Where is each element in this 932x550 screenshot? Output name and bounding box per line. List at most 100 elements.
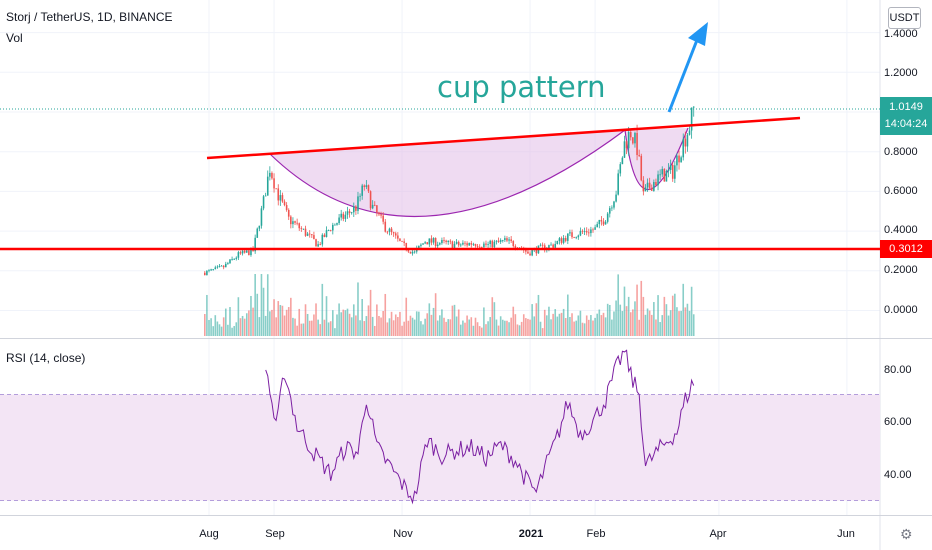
candle-body	[212, 269, 214, 270]
volume-bar	[224, 308, 227, 336]
candle-body	[399, 238, 401, 241]
candle-body	[292, 221, 294, 225]
gear-icon[interactable]: ⚙	[900, 526, 913, 542]
volume-bar	[292, 317, 294, 336]
candle-body	[281, 195, 284, 202]
candle-body	[455, 241, 458, 244]
chart-title: Storj / TetherUS, 1D, BINANCE	[6, 10, 173, 24]
volume-bar	[409, 315, 412, 336]
volume-bar	[371, 316, 374, 336]
candle-body	[464, 242, 466, 244]
volume-bar	[447, 319, 450, 336]
candle-body	[552, 244, 554, 248]
volume-bar	[462, 320, 464, 336]
volume-bar	[648, 310, 651, 336]
volume-bar	[590, 315, 592, 336]
candle-body	[485, 243, 487, 245]
resistance-trendline	[206, 116, 801, 160]
volume-bar	[380, 317, 382, 336]
candle-body	[388, 228, 391, 232]
candle-body	[371, 204, 374, 209]
volume-bar	[210, 318, 212, 336]
volume-bar	[298, 308, 301, 336]
candle-body	[556, 241, 559, 244]
volume-bar	[562, 308, 565, 336]
volume-bar	[313, 314, 315, 336]
candle-body	[206, 271, 208, 276]
volume-bar	[623, 286, 626, 336]
candle-body	[602, 221, 605, 225]
volume-bar	[436, 320, 439, 336]
volume-bar	[348, 313, 351, 336]
candle-body	[296, 222, 298, 224]
candle-body	[634, 132, 636, 144]
candle-body	[460, 244, 462, 246]
volume-bar	[573, 321, 575, 336]
volume-bar	[531, 304, 533, 336]
candle-body	[342, 213, 345, 219]
volume-bar	[237, 297, 240, 336]
candle-body	[474, 243, 477, 247]
volume-bar	[543, 309, 546, 336]
candle-body	[562, 238, 565, 243]
y-tick-label: 0.4000	[884, 224, 918, 236]
currency-button[interactable]: USDT	[888, 7, 921, 29]
volume-bar	[386, 322, 389, 336]
candle-body	[497, 240, 500, 242]
candle-body	[378, 212, 380, 215]
volume-bar	[445, 321, 447, 336]
rsi-line	[265, 349, 695, 505]
volume-bar	[692, 314, 695, 336]
candle-body	[443, 240, 445, 241]
candle-body	[453, 243, 456, 248]
volume-bar	[449, 319, 452, 336]
candle-body	[401, 240, 403, 242]
volume-bar	[533, 316, 536, 336]
volume-bar	[474, 317, 477, 336]
candle-body	[332, 224, 334, 231]
volume-bar	[552, 313, 554, 336]
volume-bar	[361, 298, 363, 336]
volume-bar	[424, 318, 426, 336]
candle-body	[428, 238, 431, 245]
volume-bar	[525, 318, 527, 336]
candle-body	[613, 201, 615, 208]
candle-body	[527, 251, 529, 254]
candle-body	[373, 204, 376, 206]
candle-body	[227, 263, 229, 264]
volume-bar	[327, 322, 330, 336]
volume-bar	[346, 308, 349, 336]
volume-bar	[621, 311, 624, 336]
volume-bar	[399, 311, 401, 336]
candle-body	[384, 221, 387, 232]
candle-body	[329, 230, 332, 231]
candle-body	[573, 237, 575, 238]
candle-body	[535, 248, 538, 254]
candle-body	[264, 195, 267, 197]
volume-bar	[271, 309, 273, 336]
volume-bar	[302, 323, 305, 336]
candle-body	[514, 246, 517, 248]
volume-bar	[296, 325, 298, 336]
candle-body	[222, 265, 225, 268]
candle-body	[344, 214, 347, 219]
volume-bar	[556, 316, 559, 336]
countdown-value: 14:04:24	[884, 118, 928, 130]
volume-bar	[604, 317, 607, 336]
candle-body	[376, 205, 378, 213]
candle-body	[424, 242, 426, 244]
volume-bar	[451, 305, 454, 336]
volume-bar	[665, 304, 668, 336]
candle-body	[619, 164, 622, 174]
candle-body	[510, 239, 512, 242]
volume-bar	[625, 306, 628, 336]
candle-body	[541, 244, 544, 246]
volume-bar	[653, 302, 655, 336]
candle-body	[386, 231, 389, 233]
volume-bar	[514, 314, 517, 336]
candle-body	[216, 266, 219, 268]
candle-body	[676, 155, 678, 166]
volume-bar	[636, 284, 638, 336]
candle-body	[665, 171, 668, 182]
